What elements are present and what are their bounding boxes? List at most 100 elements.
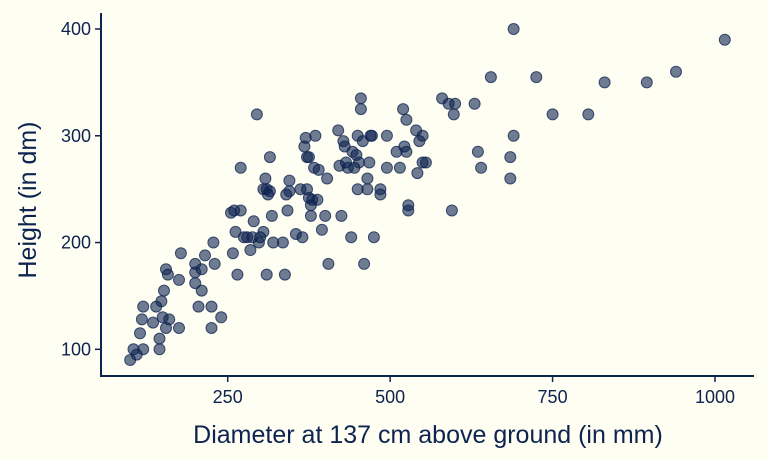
data-point — [153, 343, 166, 356]
data-point — [174, 247, 187, 260]
y-tick-label: 400 — [61, 19, 91, 39]
data-point — [205, 322, 218, 334]
data-point — [400, 113, 413, 126]
data-point — [257, 225, 270, 238]
data-point — [484, 71, 497, 84]
data-point — [195, 284, 208, 297]
data-point — [411, 167, 424, 180]
data-point — [244, 244, 257, 256]
data-point — [189, 277, 202, 290]
data-point — [205, 300, 218, 313]
data-point — [332, 124, 345, 137]
data-point — [402, 204, 415, 217]
data-point — [263, 185, 276, 198]
data-point — [358, 257, 371, 270]
data-point — [315, 223, 328, 236]
data-point — [137, 343, 150, 356]
data-point — [598, 76, 611, 89]
data-point — [137, 300, 150, 313]
data-point — [299, 131, 312, 144]
data-point — [507, 129, 520, 142]
y-tick-label: 300 — [61, 126, 91, 146]
data-point — [276, 236, 289, 249]
data-point — [226, 247, 239, 260]
data-point — [321, 172, 334, 185]
data-point — [335, 209, 348, 222]
data-points — [124, 23, 731, 366]
data-point — [283, 185, 296, 198]
data-point — [173, 322, 185, 334]
data-point — [322, 257, 335, 270]
data-point — [475, 161, 488, 174]
y-tick-label: 200 — [61, 233, 91, 253]
data-point — [147, 316, 159, 329]
data-point — [354, 103, 367, 116]
data-point — [250, 108, 263, 121]
data-point — [234, 204, 247, 217]
data-point — [471, 145, 484, 158]
data-point — [265, 209, 278, 222]
data-point — [445, 204, 458, 217]
data-point — [312, 163, 325, 176]
data-point — [374, 188, 387, 201]
data-point — [153, 332, 166, 345]
x-axis-title: Diameter at 137 cm above ground (in mm) — [193, 421, 663, 449]
data-point — [163, 313, 176, 326]
data-point — [231, 268, 244, 281]
y-axis-title: Height (in dm) — [14, 122, 42, 279]
data-point — [192, 300, 205, 313]
data-point — [507, 23, 520, 35]
data-point — [173, 273, 185, 286]
x-tick-label: 750 — [538, 387, 568, 407]
data-point — [208, 257, 221, 270]
data-point — [161, 268, 174, 281]
data-point — [158, 284, 170, 297]
data-point — [504, 172, 517, 185]
y-axis-ticks: 100 200 300 400 — [61, 19, 101, 359]
data-point — [195, 263, 208, 276]
data-point — [345, 231, 358, 244]
data-point — [281, 204, 294, 217]
data-point — [319, 209, 332, 222]
data-point — [449, 97, 462, 110]
x-tick-label: 250 — [213, 387, 243, 407]
data-point — [400, 145, 413, 158]
data-point — [365, 129, 378, 142]
x-tick-label: 1000 — [695, 387, 735, 407]
data-point — [361, 172, 374, 185]
data-point — [311, 193, 324, 206]
data-point — [416, 129, 429, 142]
data-point — [353, 156, 365, 169]
data-point — [718, 33, 731, 46]
data-point — [215, 311, 228, 324]
data-point — [283, 174, 296, 187]
data-point — [304, 209, 317, 222]
data-point — [259, 172, 272, 185]
data-point — [207, 236, 220, 249]
data-point — [229, 225, 242, 238]
data-point — [380, 161, 393, 174]
data-point — [134, 327, 146, 340]
data-point — [640, 76, 653, 89]
data-point — [504, 151, 517, 164]
data-point — [247, 215, 260, 228]
data-point — [582, 108, 595, 121]
data-point — [397, 103, 410, 116]
data-point — [234, 161, 247, 174]
data-point — [546, 108, 559, 121]
data-point — [135, 313, 148, 326]
x-tick-label: 500 — [375, 387, 405, 407]
data-point — [447, 108, 460, 121]
data-point — [361, 183, 374, 196]
data-point — [670, 65, 682, 78]
data-point — [363, 156, 376, 169]
data-point — [278, 268, 291, 281]
data-point — [260, 268, 273, 281]
data-point — [155, 295, 168, 308]
data-point — [309, 129, 322, 142]
y-tick-label: 100 — [61, 339, 91, 359]
data-point — [393, 161, 406, 174]
data-point — [468, 97, 481, 110]
data-point — [530, 71, 543, 84]
